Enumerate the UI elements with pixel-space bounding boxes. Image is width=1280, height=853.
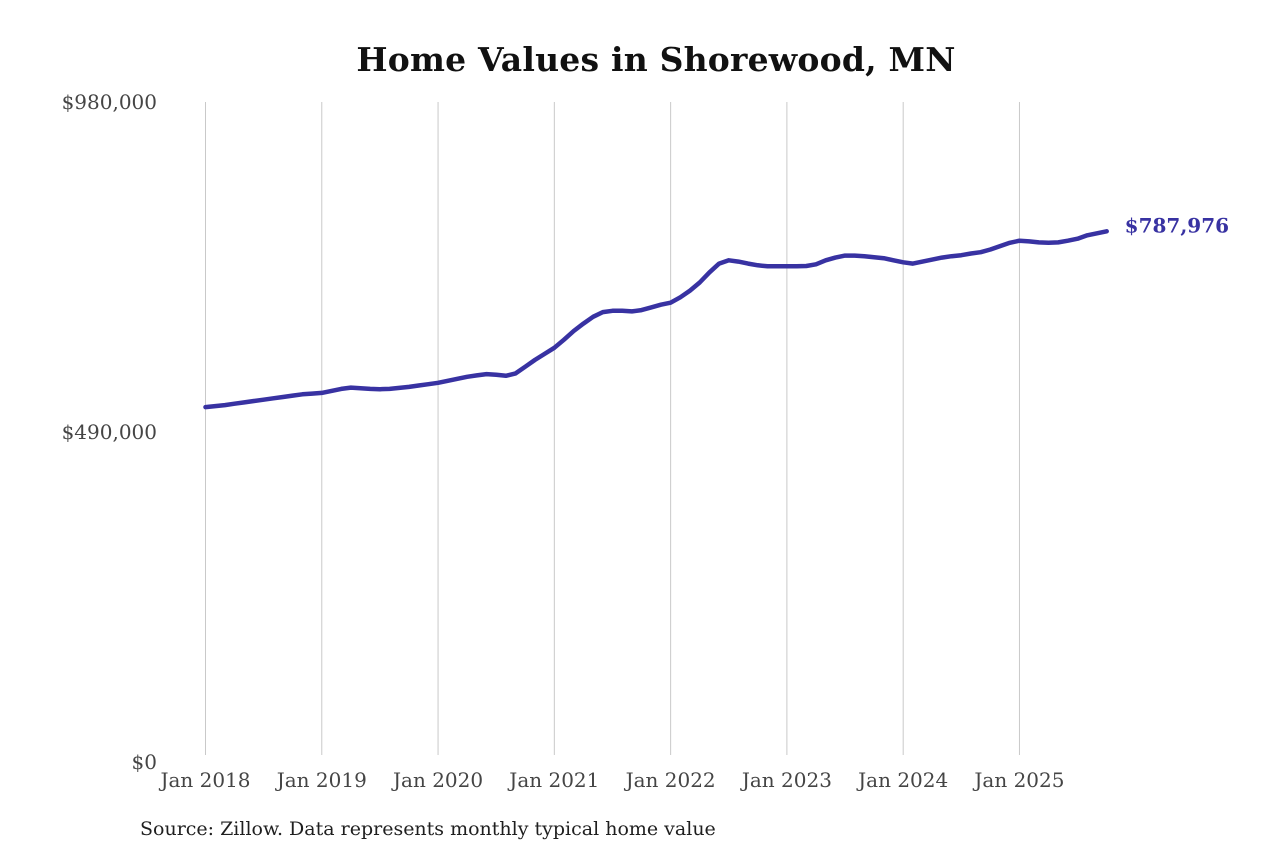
home-value-line [203,229,1109,410]
x-tick-jan-2022: Jan 2022 [624,768,716,792]
source-note: Source: Zillow. Data represents monthly … [140,818,716,840]
y-axis-labels: $980,000 $490,000 $0 [62,90,157,774]
end-value-label-group: $787,976 [1125,213,1229,237]
value-line-series [203,229,1109,410]
year-gridlines [205,102,1020,755]
y-tick-0: $0 [132,750,157,774]
x-tick-jan-2018: Jan 2018 [158,768,250,792]
x-tick-jan-2025: Jan 2025 [972,768,1064,792]
y-tick-490000: $490,000 [62,420,157,444]
chart-title: Home Values in Shorewood, MN [356,40,956,79]
x-axis-labels: Jan 2018 Jan 2019 Jan 2020 Jan 2021 Jan 2022… [158,768,1064,792]
y-tick-980000: $980,000 [62,90,157,114]
x-tick-jan-2019: Jan 2019 [275,768,367,792]
x-tick-jan-2023: Jan 2023 [740,768,832,792]
end-value-label: $787,976 [1125,213,1229,237]
x-tick-jan-2024: Jan 2024 [856,768,948,792]
x-tick-jan-2021: Jan 2021 [507,768,599,792]
x-tick-jan-2020: Jan 2020 [391,768,483,792]
